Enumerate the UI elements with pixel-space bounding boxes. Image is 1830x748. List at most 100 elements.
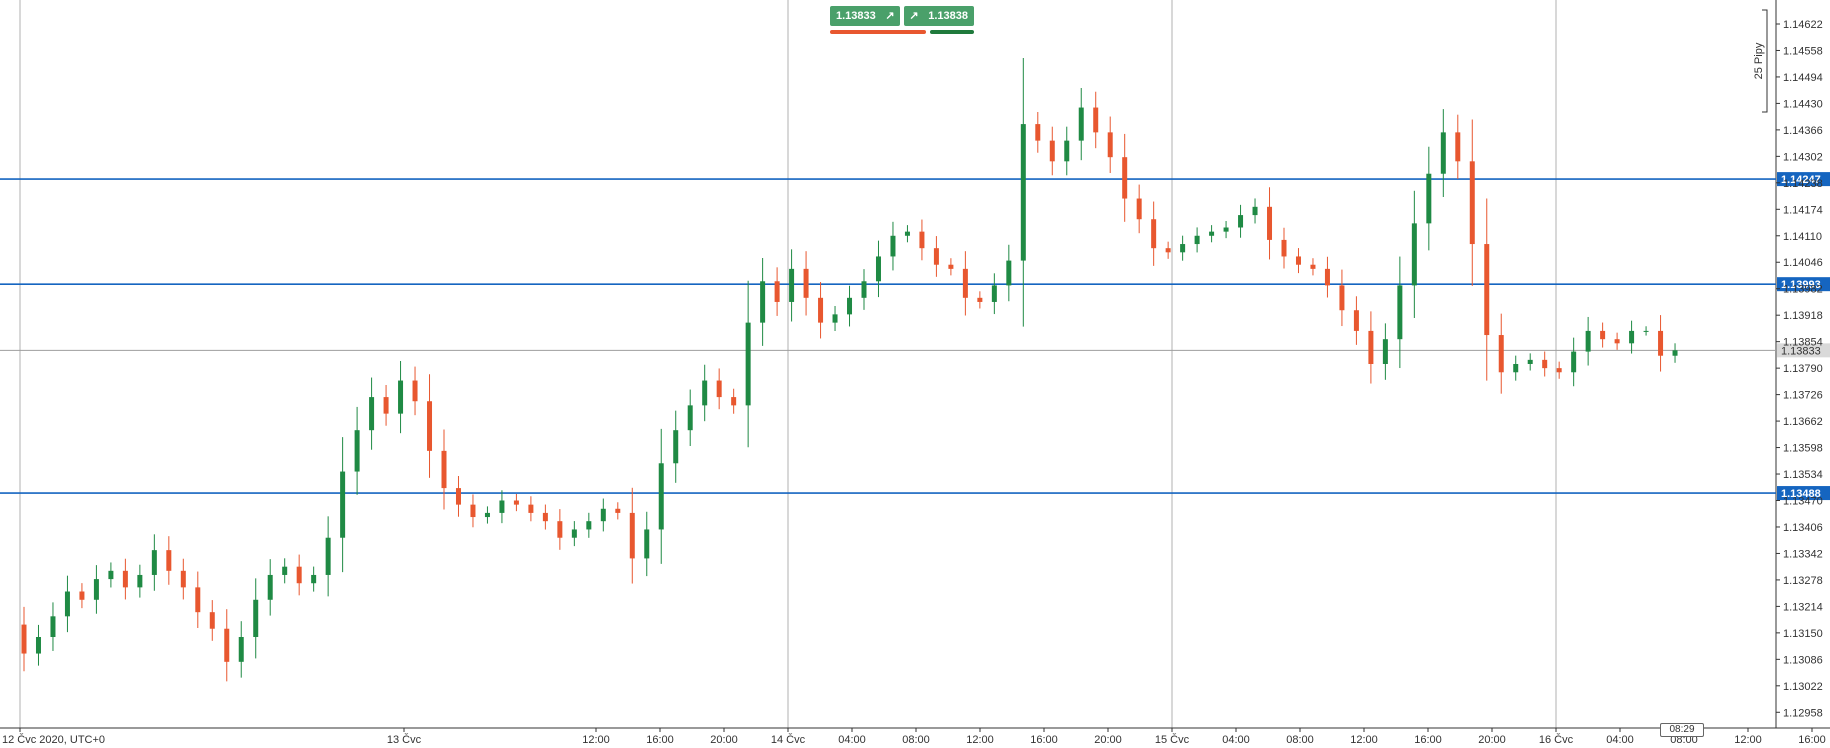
candle-bull (267, 574, 273, 600)
time-tick-label: 13 Čvc (387, 733, 422, 746)
candle-bull (151, 550, 157, 575)
candle-bear (1295, 256, 1301, 265)
candle-bull (1426, 173, 1432, 224)
price-tick-label: 1.13534 (1783, 469, 1823, 481)
candle-bear (1498, 335, 1504, 373)
level-price-tag[interactable] (1777, 486, 1830, 501)
candle-bear (1353, 310, 1359, 331)
time-axis[interactable]: 12 Čvc 2020, UTC+0 13 Čvc 12:00 16:00 20:00 1… (2, 728, 1830, 746)
candle-bear (1469, 161, 1475, 245)
time-tick-label: 16:00 (646, 734, 674, 746)
candle-bull (1180, 244, 1186, 253)
candle-bear (1151, 219, 1157, 249)
candle-bear (919, 231, 925, 249)
candle-bull (1078, 107, 1084, 141)
price-axis[interactable]: 1.14622 1.14558 1.14494 1.14430 1.14366 1.143… (1776, 19, 1823, 719)
candle-bull (369, 397, 375, 431)
candle-bear (1093, 107, 1099, 133)
candle-bear (948, 264, 954, 269)
candle-bear (412, 380, 418, 402)
arrow-up-right-icon: ↗ (909, 10, 919, 22)
candle-bull (832, 314, 838, 323)
candle-bear (513, 500, 519, 505)
candle-bear (1122, 157, 1128, 199)
time-tick-label: 04:00 (838, 734, 866, 746)
sell-price: 1.13833 (836, 10, 876, 22)
candle-bear (209, 612, 215, 629)
time-tick-label: 20:00 (710, 734, 738, 746)
candle-bear (977, 297, 983, 302)
time-tick-label: 04:00 (1222, 734, 1250, 746)
price-tick-label: 1.13918 (1783, 310, 1823, 322)
candle-bear (441, 450, 447, 489)
candle-bear (1542, 359, 1548, 369)
price-tick-label: 1.14302 (1783, 151, 1823, 163)
candle-bull (1006, 260, 1012, 286)
candle-bull (687, 405, 693, 431)
candle-bull (93, 579, 99, 600)
candle-bull (1440, 132, 1446, 174)
level-price-tag[interactable] (1777, 172, 1830, 187)
price-tick-label: 1.14238 (1783, 178, 1823, 190)
price-tick-label: 1.13854 (1783, 337, 1823, 349)
candle-bull (35, 637, 41, 654)
time-tick-label: 20:00 (1094, 734, 1122, 746)
sell-sentiment-bar (830, 30, 926, 34)
price-tick-label: 1.13406 (1783, 522, 1823, 534)
buy-button[interactable]: ↗ 1.13838 (904, 6, 974, 26)
time-tick-label: 16:00 (1414, 734, 1442, 746)
candle-bear (629, 512, 635, 559)
candle-bear (1600, 330, 1606, 340)
time-tick-label: 16:00 (1798, 734, 1826, 746)
candle-bear (1368, 330, 1374, 364)
candle-bull (340, 471, 346, 538)
candle-bull (64, 591, 70, 617)
horizontal-levels[interactable]: 1.14247 1.13993 1.13488 1.13833 (0, 172, 1830, 501)
candle-bull (1238, 215, 1244, 228)
current-time-tag: 08:29 (1660, 723, 1704, 737)
candle-bear (296, 566, 302, 584)
candle-bull (673, 430, 679, 464)
candle-bear (1310, 264, 1316, 269)
time-tick-label: 12 Čvc 2020, UTC+0 (2, 733, 105, 746)
price-tick-label: 1.13342 (1783, 548, 1823, 560)
candle-bull (745, 322, 751, 406)
candle-bull (1643, 330, 1649, 332)
price-tick-label: 1.14494 (1783, 72, 1823, 84)
level-price-label: 1.13488 (1781, 488, 1821, 500)
price-tick-label: 1.12958 (1783, 707, 1823, 719)
candle-bull (1252, 206, 1258, 216)
candle-bull (1411, 223, 1417, 286)
price-tick-label: 1.13470 (1783, 496, 1823, 508)
candle-bull (904, 231, 910, 236)
candle-bear (774, 281, 780, 302)
candle-bull (890, 235, 896, 257)
price-tick-label: 1.13726 (1783, 390, 1823, 402)
candle-bull (1194, 235, 1200, 245)
candle-bear (122, 570, 128, 588)
price-tick-label: 1.13214 (1783, 601, 1823, 613)
candle-bull (991, 285, 997, 302)
candle-bear (1614, 339, 1620, 344)
current-price-tag (1777, 343, 1830, 358)
candle-bull (1629, 330, 1635, 344)
time-tick-label: 04:00 (1606, 734, 1634, 746)
price-tick-label: 1.14174 (1783, 204, 1823, 216)
candle-bull (1223, 227, 1229, 232)
chart-grid (0, 0, 1830, 729)
level-price-label: 1.14247 (1781, 174, 1821, 186)
candle-bull (1571, 351, 1577, 373)
pips-scale: 25 Pipy (1753, 9, 1768, 113)
candle-bear (1484, 244, 1490, 336)
candle-bull (325, 537, 331, 575)
candle-bear (1035, 124, 1041, 141)
sell-button[interactable]: 1.13833 ↗ (830, 6, 900, 26)
candle-bear (716, 380, 722, 398)
candle-bull (398, 380, 404, 414)
level-price-tag[interactable] (1777, 277, 1830, 292)
candle-bear (1658, 330, 1664, 356)
time-tick-label: 12:00 (966, 734, 994, 746)
price-tick-label: 1.13982 (1783, 284, 1823, 296)
candle-bear (383, 397, 389, 414)
